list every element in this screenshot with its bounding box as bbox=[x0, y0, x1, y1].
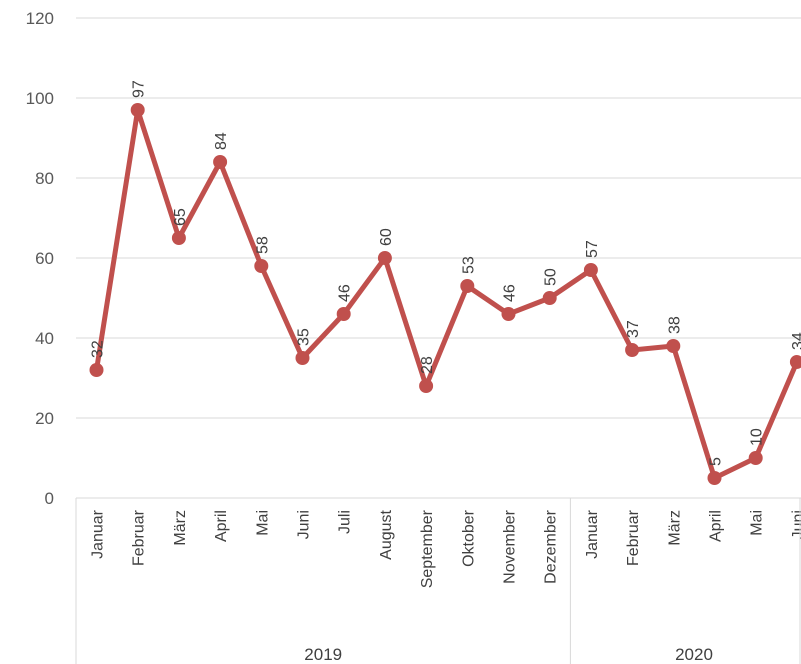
x-tick-label: Juni bbox=[296, 510, 313, 539]
data-label: 60 bbox=[378, 228, 395, 246]
data-point bbox=[542, 291, 557, 305]
data-label: 38 bbox=[666, 316, 683, 334]
data-label: 97 bbox=[131, 80, 148, 98]
data-point bbox=[295, 351, 310, 365]
x-tick-label: März bbox=[172, 510, 189, 546]
x-tick-label: September bbox=[419, 509, 436, 588]
series-line-path bbox=[94, 107, 800, 481]
x-tick-label: Juli bbox=[337, 510, 354, 534]
data-point bbox=[789, 355, 801, 369]
y-axis: 0 20 40 60 80 100 120 bbox=[26, 9, 54, 508]
data-point bbox=[501, 307, 516, 321]
y-tick-label: 100 bbox=[26, 89, 54, 108]
x-tick-label: Januar bbox=[90, 509, 107, 559]
x-tick-label: Oktober bbox=[460, 509, 477, 567]
data-point bbox=[460, 279, 475, 293]
x-tick-label: Mai bbox=[254, 510, 271, 536]
data-point bbox=[748, 451, 763, 465]
x-tick-label: April bbox=[708, 510, 725, 542]
x-tick-label: Mai bbox=[749, 510, 766, 536]
x-tick-label: August bbox=[378, 509, 395, 559]
data-label: 50 bbox=[543, 268, 560, 286]
data-point bbox=[377, 251, 392, 265]
data-label: 10 bbox=[749, 428, 766, 446]
y-tick-label: 20 bbox=[35, 409, 54, 428]
data-label: 84 bbox=[213, 132, 230, 150]
data-point bbox=[419, 379, 434, 393]
gridlines bbox=[76, 17, 801, 499]
x-tick-label: Juni bbox=[790, 510, 801, 539]
data-label: 46 bbox=[502, 284, 519, 302]
y-tick-label: 40 bbox=[35, 329, 54, 348]
data-label: 32 bbox=[90, 340, 107, 358]
data-label: 35 bbox=[296, 328, 313, 346]
data-label: 5 bbox=[708, 457, 725, 466]
data-point bbox=[336, 307, 351, 321]
data-label: 28 bbox=[419, 356, 436, 374]
data-point bbox=[583, 263, 598, 277]
data-label: 65 bbox=[172, 208, 189, 226]
data-point bbox=[171, 231, 186, 245]
series-line bbox=[89, 103, 801, 485]
x-tick-label: Januar bbox=[584, 509, 601, 559]
data-label: 46 bbox=[337, 284, 354, 302]
data-label: 53 bbox=[460, 256, 477, 274]
data-point bbox=[625, 343, 640, 357]
y-tick-label: 60 bbox=[35, 249, 54, 268]
data-point bbox=[213, 155, 228, 169]
y-tick-label: 120 bbox=[26, 9, 54, 28]
x-tick-label: Dezember bbox=[543, 509, 560, 583]
data-label: 57 bbox=[584, 240, 601, 258]
data-label: 58 bbox=[254, 236, 271, 254]
data-point bbox=[666, 339, 681, 353]
data-point bbox=[707, 471, 722, 485]
x-tick-label: Februar bbox=[131, 509, 148, 566]
x-tick-label: März bbox=[666, 510, 683, 546]
x-axis: Januar Februar März April Mai Juni Juli August S… bbox=[75, 497, 801, 664]
y-tick-label: 0 bbox=[45, 489, 54, 508]
data-point bbox=[130, 103, 145, 117]
y-tick-label: 80 bbox=[35, 169, 54, 188]
data-label: 37 bbox=[625, 320, 642, 338]
x-group-label: 2020 bbox=[675, 645, 713, 664]
data-point bbox=[89, 363, 104, 377]
data-labels: 32 97 65 84 58 35 46 60 28 53 46 50 57 37 38 5 10 34 bbox=[90, 80, 801, 466]
x-tick-label: Februar bbox=[625, 509, 642, 566]
data-label: 34 bbox=[790, 332, 801, 350]
x-tick-label: April bbox=[213, 510, 230, 542]
x-group-label: 2019 bbox=[304, 645, 342, 664]
data-point bbox=[254, 259, 269, 273]
x-tick-label: November bbox=[502, 509, 519, 583]
